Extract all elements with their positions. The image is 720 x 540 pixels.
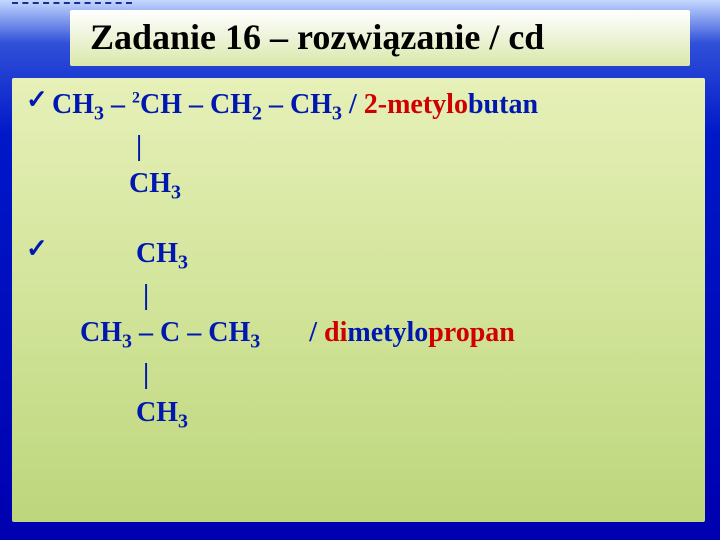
formula-item-2: ✓ CH3 | CH3 – C – CH3 / dimetylopropan |… — [26, 235, 691, 435]
sub: 3 — [122, 331, 132, 353]
title-box: Zadanie 16 – rozwiązanie / cd — [70, 10, 690, 66]
content-box: ✓ CH3 – 2CH – CH2 – CH3 / 2-metylobutan … — [12, 78, 705, 522]
sub: 3 — [178, 410, 188, 432]
txt: CH — [52, 238, 178, 269]
txt: CH — [52, 397, 178, 428]
name-highlight: 2-metylo — [364, 89, 468, 120]
formula-item-1: ✓ CH3 – 2CH – CH2 – CH3 / 2-metylobutan … — [26, 86, 691, 207]
slide: Zadanie 16 – rozwiązanie / cd ✓ CH3 – 2C… — [0, 0, 720, 540]
sub: 3 — [171, 182, 181, 204]
name-rest: butan — [468, 89, 538, 120]
txt: – — [104, 89, 132, 120]
check-icon: ✓ — [26, 86, 48, 115]
txt: – C – CH — [132, 317, 250, 348]
dashed-border — [12, 2, 132, 4]
name-highlight: propan — [428, 317, 515, 348]
bond-line: | — [52, 131, 142, 162]
sub: 3 — [332, 103, 342, 125]
bond-line: | — [52, 280, 149, 311]
txt: / — [342, 89, 364, 120]
sub: 3 — [94, 103, 104, 125]
sub: 3 — [178, 252, 188, 274]
sub: 3 — [250, 331, 260, 353]
formula-2: CH3 | CH3 – C – CH3 / dimetylopropan | C… — [52, 235, 515, 435]
check-icon: ✓ — [26, 235, 48, 264]
page-title: Zadanie 16 – rozwiązanie / cd — [90, 16, 670, 58]
txt: – CH — [262, 89, 332, 120]
txt: CH — [52, 317, 122, 348]
bond-line: | — [52, 359, 149, 390]
txt: CH – CH — [140, 89, 252, 120]
formula-1: CH3 – 2CH – CH2 – CH3 / 2-metylobutan | … — [52, 86, 538, 207]
name-highlight: di — [324, 317, 347, 348]
txt: CH — [52, 168, 171, 199]
txt: / — [260, 317, 324, 348]
name-part: metylo — [347, 317, 428, 348]
txt: CH — [52, 89, 94, 120]
sup: 2 — [132, 90, 140, 107]
sub: 2 — [252, 103, 262, 125]
